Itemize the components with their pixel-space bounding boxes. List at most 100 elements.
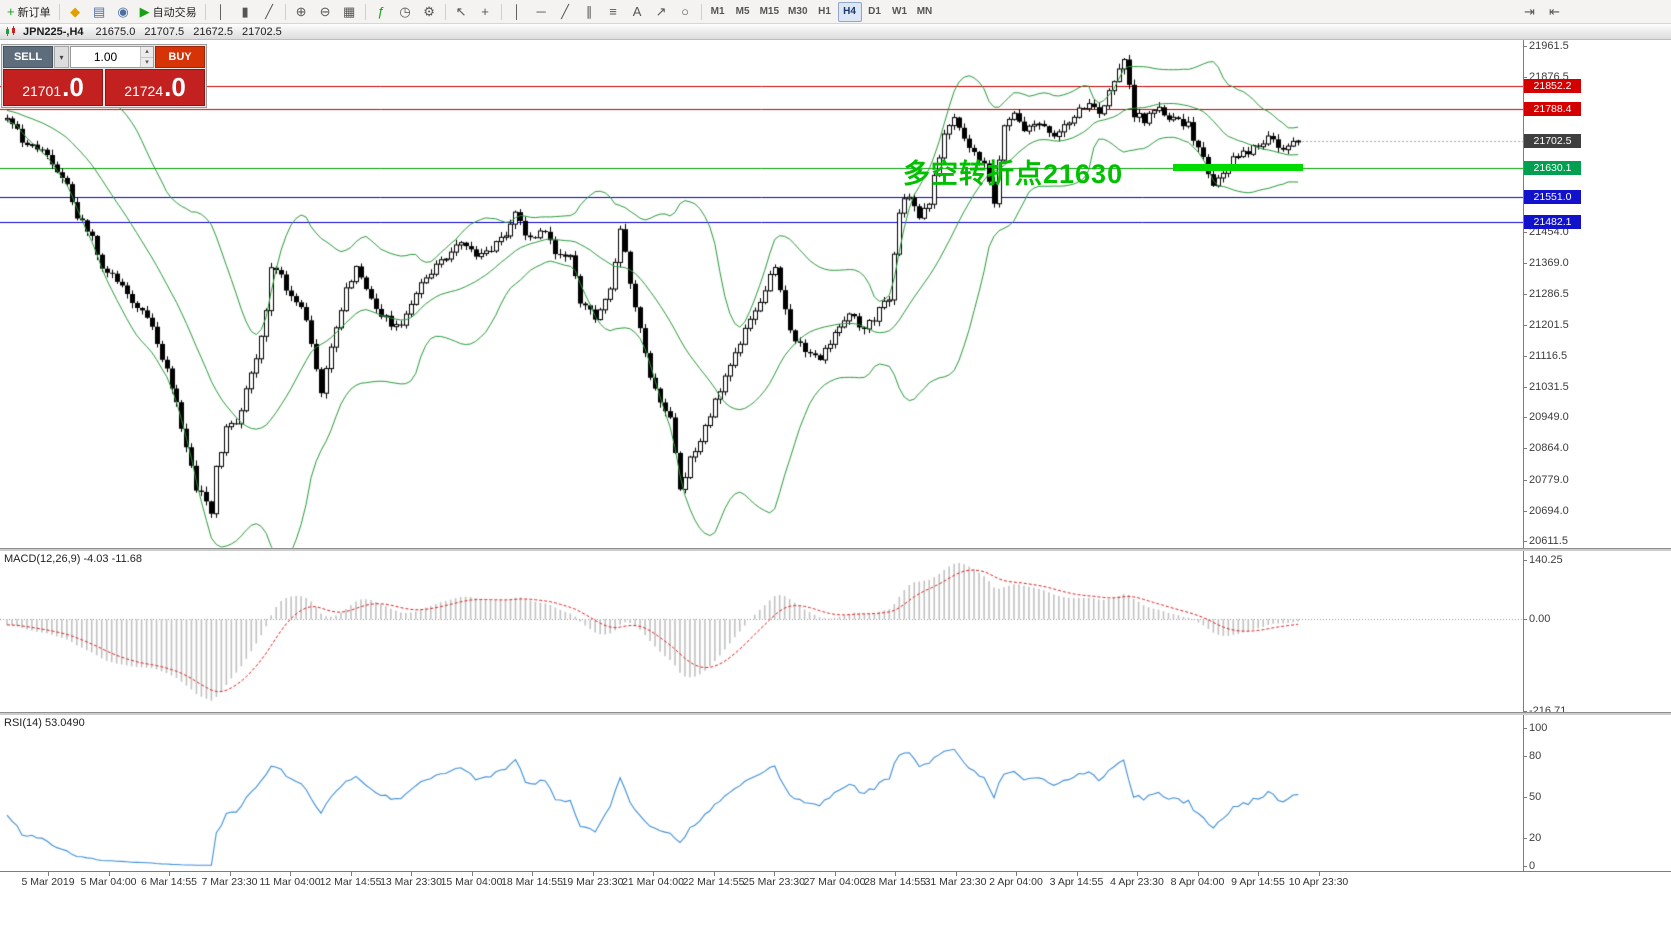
time-axis-label: 13 Mar 23:30 [380,876,442,888]
period-icon: ◷ [399,3,411,19]
price-axis-label: 21031.5 [1523,381,1569,393]
volume-down-icon[interactable]: ▾ [141,57,153,67]
buy-price-display[interactable]: 21724.0 [105,69,205,106]
line-chart-icon[interactable]: ╱ [258,2,281,22]
timeframe-h4-button[interactable]: H4 [837,1,862,22]
fibonacci-icon: ≡ [609,4,617,19]
macd-indicator-label: MACD(12,26,9) -4.03 -11.68 [4,553,142,565]
trendline-icon[interactable]: ╱ [554,2,577,22]
rsi-indicator-label: RSI(14) 53.0490 [4,717,85,729]
price-badge[interactable]: 21852.2 [1524,79,1581,94]
new-order-button[interactable]: + 新订单 [3,2,55,22]
toolbar-separator [284,3,286,20]
buy-price-main: 21724 [124,83,164,99]
fibonacci-icon[interactable]: ≡ [602,2,625,22]
chart-window-icon [6,26,15,36]
zoom-in-icon[interactable]: ⊕ [290,2,313,22]
pane-separator-rsi[interactable] [0,712,1671,715]
chart-properties-icon[interactable]: ⚙ [418,2,441,22]
crosshair-icon[interactable]: + [474,2,497,22]
time-axis-tick [48,872,49,876]
toolbar-separator [58,3,60,20]
time-axis[interactable]: 5 Mar 2019 5 Mar 04:00 6 Mar 14:55 7 Mar 23… [0,871,1671,895]
time-axis-label: 4 Apr 23:30 [1110,876,1164,888]
ohlc-low: 21672.5 [193,25,233,38]
timeframe-d1-button[interactable]: D1 [868,6,881,17]
price-badge[interactable]: 21482.1 [1524,214,1581,229]
volume-up-icon[interactable]: ▴ [141,47,153,58]
time-axis-tick [592,872,594,876]
tile-windows-icon[interactable]: ▦ [338,2,361,22]
time-axis-label: 27 Mar 04:00 [803,876,866,888]
time-axis-tick [1197,872,1199,876]
macd-axis-label: 140.25 [1523,554,1563,566]
trade-controls-row: SELL ▾ ▴ ▾ BUY [3,46,205,68]
chart-shift-icon[interactable]: ⇤ [1543,2,1566,22]
annotation-text[interactable]: 多空转折点21630 [903,159,1124,189]
market-watch-icon[interactable]: ▤ [88,2,111,22]
price-axis-label: 20779.0 [1523,473,1569,486]
arrows-icon[interactable]: ↗ [650,2,673,22]
chart-plot[interactable] [0,40,1523,871]
scroll-to-end-icon[interactable]: ⇥ [1518,2,1541,22]
favorites-icon: ◆ [70,3,81,19]
horizontal-line-icon[interactable]: ─ [530,2,553,22]
timeframe-w1-button[interactable]: W1 [892,6,907,17]
rsi-axis-label: 50 [1522,791,1542,803]
price-badge[interactable]: 21630.1 [1524,160,1581,175]
price-badge[interactable]: 21788.4 [1524,102,1581,117]
line-chart-icon: ╱ [265,3,273,19]
price-axis[interactable]: 21961.521876.521791.521706.521621.521539… [1522,40,1671,872]
time-axis-tick [471,872,473,876]
favorites-icon[interactable]: ◆ [64,2,87,22]
new-order-icon: + [7,4,15,19]
chart-title-ohlc: 21675.0 21707.5 21672.5 21702.5 [90,26,282,38]
toolbar-separator [500,3,502,20]
tile-windows-icon: ▦ [342,3,356,19]
sell-button[interactable]: SELL [3,46,53,68]
text-icon[interactable]: A [626,2,649,22]
sell-price-display[interactable]: 21701.0 [3,69,103,106]
pane-separator-macd[interactable] [0,548,1671,551]
support-highlight-bar[interactable] [1173,164,1304,172]
buy-button[interactable]: BUY [155,46,205,68]
timeframe-m1-button[interactable]: M1 [710,6,725,17]
scroll-to-end-icon: ⇥ [1524,3,1535,19]
time-axis-tick [1076,872,1078,876]
cursor-icon[interactable]: ↖ [450,2,473,22]
shapes-icon[interactable]: ○ [674,2,697,22]
data-window-icon: ◉ [117,3,129,19]
price-axis-label: 21369.0 [1523,257,1569,270]
zoom-out-icon[interactable]: ⊖ [314,2,337,22]
toolbar-separator [700,3,702,20]
chart-title-bar[interactable]: JPN225-,H4 21675.0 21707.5 21672.5 21702… [0,24,1671,40]
timeframe-m5-button[interactable]: M5 [735,6,750,17]
timeframe-m15-button[interactable]: M15 [759,6,780,17]
indicators-icon[interactable]: ƒ [370,2,393,22]
trade-options-dropdown[interactable]: ▾ [54,46,69,68]
timeframe-h1-button[interactable]: H1 [818,6,831,17]
channel-icon[interactable]: ∥ [578,2,601,22]
time-axis-label: 10 Apr 23:30 [1288,876,1349,888]
price-axis-label: 21454.0 [1523,226,1569,239]
chart-window: 21961.521876.521791.521706.521621.521539… [0,40,1671,947]
sell-price-big-digits: .0 [62,72,84,102]
time-axis-tick [834,872,836,876]
candlestick-chart-icon[interactable]: ▮ [234,2,257,22]
time-axis-label: 21 Mar 04:00 [622,876,684,888]
autotrading-button[interactable]: ▶ 自动交易 [136,2,201,22]
vertical-line-icon[interactable]: │ [506,2,529,22]
time-axis-tick [1258,872,1259,876]
period-icon[interactable]: ◷ [394,2,417,22]
crosshair-icon: + [481,4,489,19]
data-window-icon[interactable]: ◉ [112,2,135,22]
price-axis-label: 20949.0 [1523,411,1569,424]
timeframe-m30-button[interactable]: M30 [788,6,808,17]
price-badge[interactable]: 21702.5 [1524,133,1581,148]
volume-input[interactable] [71,47,140,67]
price-badge[interactable]: 21551.0 [1524,189,1581,204]
autotrading-icon: ▶ [139,3,150,19]
time-axis-tick [411,872,412,876]
timeframe-mn-button[interactable]: MN [916,6,933,17]
bar-chart-icon[interactable]: │ [210,2,233,22]
